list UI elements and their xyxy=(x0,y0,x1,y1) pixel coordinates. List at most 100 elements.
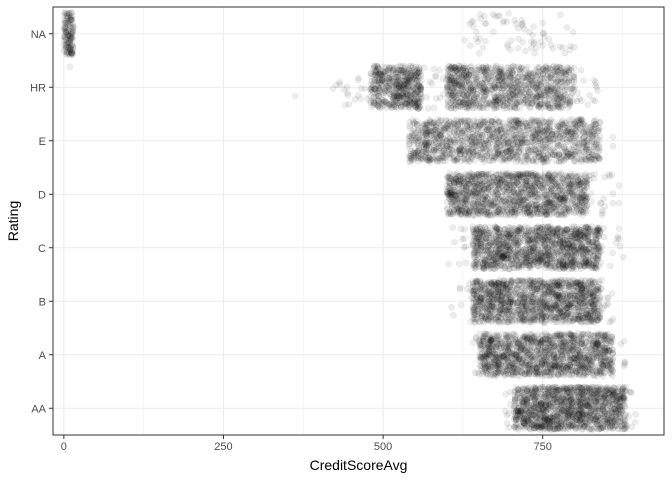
data-point xyxy=(527,406,534,413)
data-point xyxy=(471,369,479,377)
data-point xyxy=(541,421,548,429)
data-point xyxy=(556,397,564,404)
data-point xyxy=(578,390,585,397)
data-point xyxy=(568,399,576,406)
data-point xyxy=(525,297,533,305)
data-point xyxy=(542,385,550,393)
data-point xyxy=(495,318,503,326)
data-point xyxy=(589,307,596,315)
data-point xyxy=(612,388,619,395)
data-point xyxy=(557,386,564,393)
data-point xyxy=(531,355,538,363)
data-point xyxy=(558,402,566,409)
data-point xyxy=(533,393,540,401)
data-point xyxy=(480,361,488,368)
data-point xyxy=(500,343,508,350)
data-point xyxy=(547,418,554,425)
data-point xyxy=(579,409,587,417)
data-point xyxy=(525,409,532,416)
data-point xyxy=(607,408,614,415)
data-point xyxy=(608,317,615,325)
data-point xyxy=(578,293,586,300)
data-point xyxy=(533,414,541,421)
data-point xyxy=(597,285,604,292)
data-point xyxy=(617,403,625,410)
data-point xyxy=(590,410,597,418)
data-point xyxy=(603,413,611,420)
data-point xyxy=(592,399,599,407)
data-point xyxy=(520,403,527,410)
data-point xyxy=(502,391,509,398)
data-point xyxy=(532,384,540,391)
data-point xyxy=(546,417,553,425)
data-point xyxy=(560,398,568,406)
data-point xyxy=(595,398,602,406)
data-point xyxy=(531,392,538,399)
data-point xyxy=(590,424,598,431)
data-point xyxy=(549,392,556,399)
grid-lines xyxy=(53,7,664,435)
data-point xyxy=(522,316,529,324)
data-point xyxy=(589,391,596,399)
data-point xyxy=(557,401,564,409)
data-point xyxy=(581,422,588,430)
data-point xyxy=(557,398,565,405)
data-point xyxy=(592,420,600,427)
data-point xyxy=(550,354,558,362)
data-point xyxy=(472,333,480,341)
data-point xyxy=(573,416,581,424)
data-point xyxy=(609,424,617,432)
data-point xyxy=(514,386,522,394)
data-point xyxy=(561,306,568,313)
data-point xyxy=(560,418,568,425)
data-point xyxy=(607,368,614,375)
data-point xyxy=(569,421,577,429)
data-point xyxy=(492,340,500,347)
data-point xyxy=(493,331,501,338)
data-point xyxy=(599,394,607,401)
data-point xyxy=(568,420,576,428)
data-point xyxy=(604,422,612,429)
data-point xyxy=(581,388,589,396)
data-point xyxy=(574,297,581,305)
data-point xyxy=(573,416,580,423)
data-point xyxy=(542,412,550,420)
data-point xyxy=(613,397,621,404)
data-point xyxy=(515,407,522,415)
data-point xyxy=(580,395,588,403)
data-point xyxy=(549,344,556,351)
data-point xyxy=(467,318,474,326)
data-point xyxy=(547,386,554,394)
data-point xyxy=(532,306,540,313)
data-point xyxy=(520,392,528,399)
data-point xyxy=(519,391,527,399)
data-point xyxy=(582,287,590,294)
data-point xyxy=(547,391,555,398)
data-point xyxy=(520,415,528,422)
data-point xyxy=(548,423,556,430)
data-point xyxy=(544,390,552,397)
data-point xyxy=(604,401,612,409)
data-point xyxy=(500,311,507,318)
data-point xyxy=(572,283,579,291)
data-point xyxy=(615,393,623,400)
data-point xyxy=(585,411,592,419)
data-point xyxy=(608,391,616,398)
data-point xyxy=(564,404,571,412)
data-point xyxy=(612,408,619,416)
data-point xyxy=(514,391,521,398)
data-point xyxy=(617,410,624,417)
data-point xyxy=(549,425,557,433)
data-point xyxy=(592,415,600,422)
data-point xyxy=(598,276,605,284)
data-point xyxy=(450,311,457,319)
data-point xyxy=(562,397,570,405)
data-point xyxy=(516,355,523,363)
data-point xyxy=(493,370,500,378)
data-point xyxy=(581,394,589,402)
data-point xyxy=(615,395,622,403)
data-point xyxy=(537,278,545,285)
data-point xyxy=(545,383,553,391)
data-point xyxy=(537,400,545,407)
data-point xyxy=(554,318,561,326)
